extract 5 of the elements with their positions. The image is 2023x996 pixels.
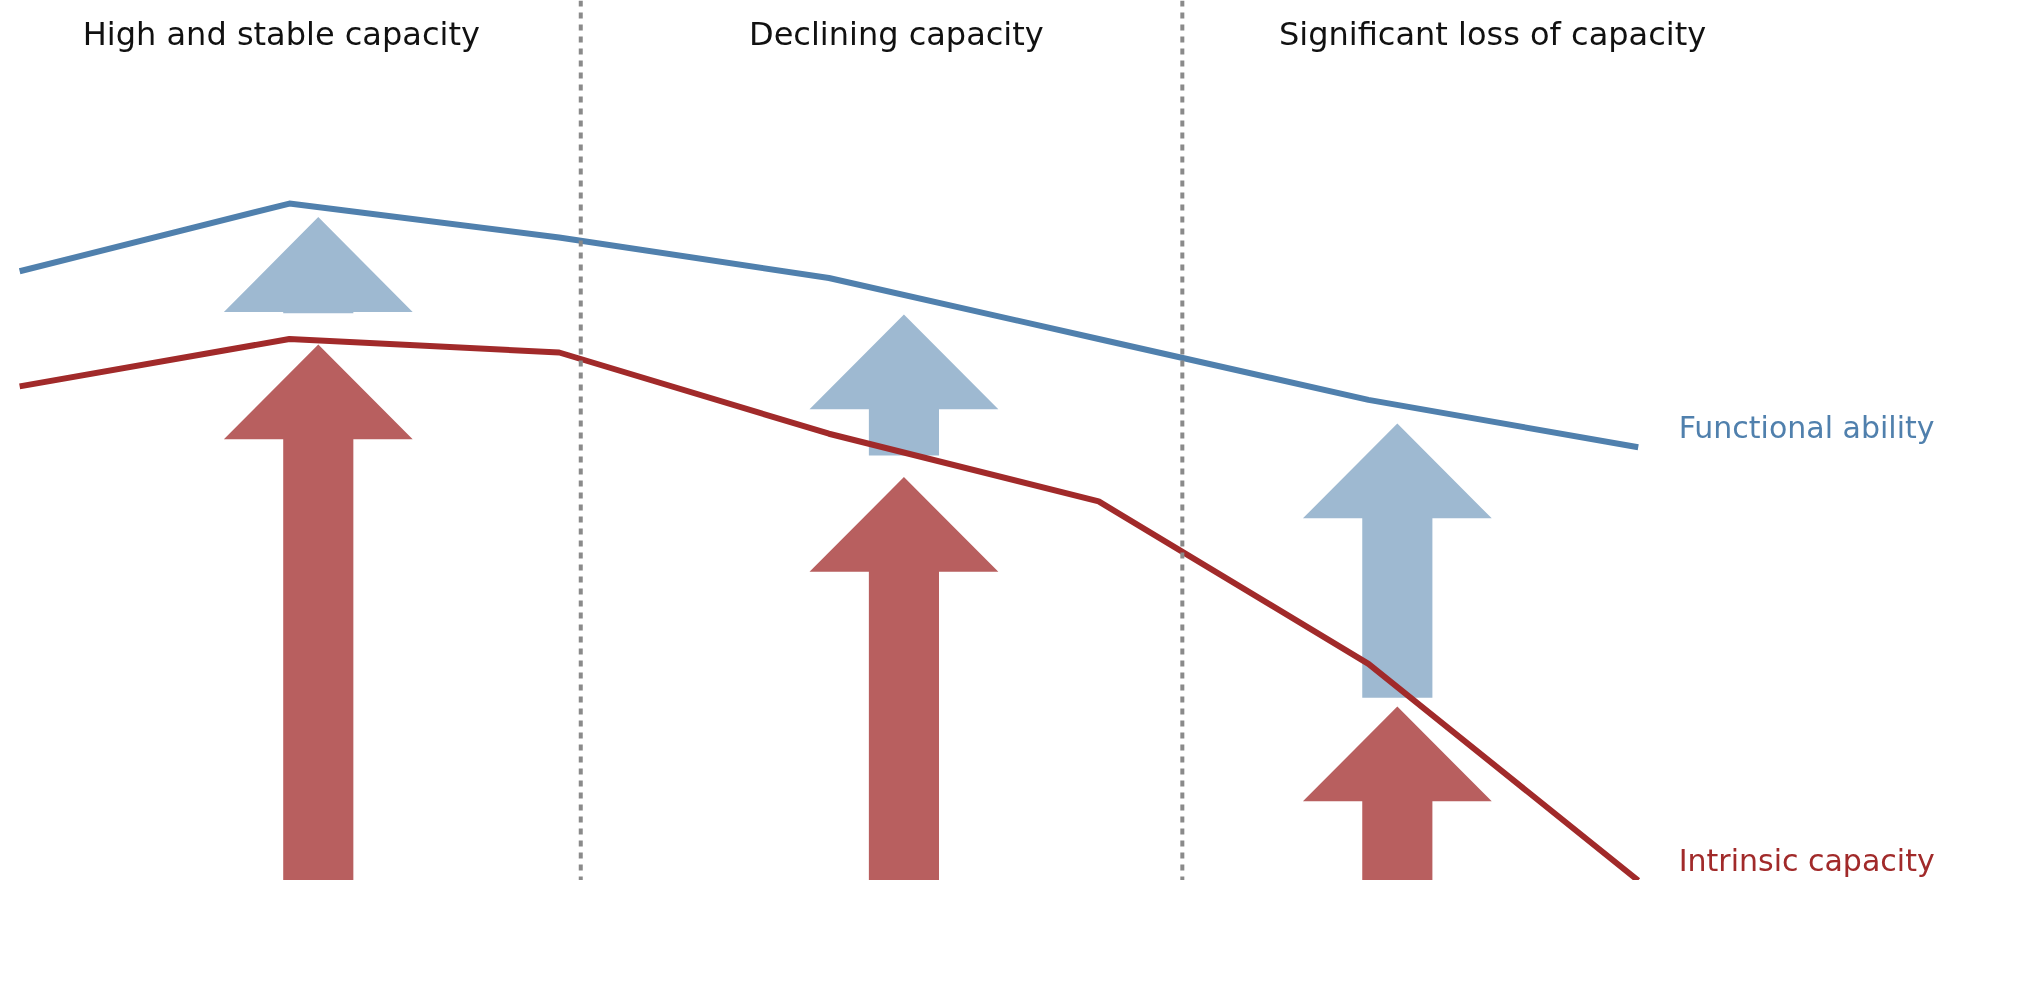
text: Significant loss of capacity — [1278, 15, 1707, 54]
series-label: Functional ability — [1678, 409, 1935, 445]
text: High and stable capacity — [82, 15, 480, 54]
series-label: Intrinsic capacity — [1678, 843, 1935, 878]
text: Declining capacity — [749, 15, 1044, 54]
